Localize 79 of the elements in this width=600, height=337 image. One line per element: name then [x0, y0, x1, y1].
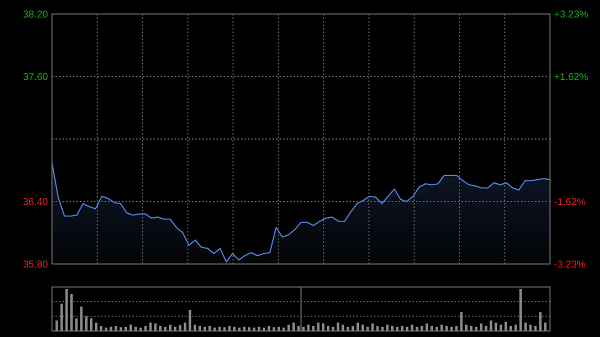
bar	[534, 326, 537, 331]
bar	[238, 328, 241, 331]
bar	[410, 324, 414, 331]
y-tick-label: 37.60	[22, 72, 48, 83]
bar	[144, 326, 147, 331]
bar	[510, 326, 512, 331]
bar	[460, 312, 463, 331]
y-tick-label: 36.40	[22, 197, 48, 208]
bar	[470, 326, 473, 331]
y2-tick-label: +1.62%	[554, 72, 588, 83]
bar	[539, 312, 542, 331]
bar	[307, 324, 310, 331]
bar	[352, 326, 354, 331]
bar	[139, 328, 142, 331]
bar	[504, 322, 508, 331]
bar	[317, 322, 320, 331]
y2-tick-label: -1.62%	[554, 197, 586, 208]
bar	[154, 323, 157, 331]
bar	[455, 326, 458, 331]
bar	[130, 324, 132, 331]
bar	[297, 326, 300, 331]
bar	[75, 318, 78, 331]
bar	[188, 310, 192, 331]
bar	[100, 326, 102, 331]
bar	[252, 328, 256, 331]
bar	[55, 320, 58, 331]
bar	[65, 289, 68, 331]
bar	[386, 324, 389, 331]
bar	[400, 326, 404, 331]
bar	[326, 326, 330, 331]
bar	[356, 322, 359, 331]
bar	[178, 325, 182, 331]
bar	[268, 326, 270, 331]
bar	[420, 326, 424, 331]
bar	[90, 318, 92, 331]
bar	[322, 323, 324, 331]
bar	[312, 326, 315, 331]
bar	[248, 327, 250, 331]
y2-tick-label: -3.23%	[554, 260, 586, 270]
bar	[208, 326, 211, 331]
bar	[159, 326, 162, 331]
y-tick-label: 38.20	[22, 10, 48, 20]
bar	[519, 289, 522, 331]
bar	[500, 324, 502, 331]
bar	[194, 324, 196, 331]
bar	[544, 322, 547, 331]
bar	[104, 328, 108, 331]
bar	[287, 324, 290, 331]
y2-tick-label: +3.23%	[554, 10, 588, 20]
bar	[292, 322, 295, 331]
bar	[484, 326, 488, 331]
bar	[440, 324, 443, 331]
bar	[198, 326, 202, 331]
bar	[342, 324, 344, 331]
bar	[371, 323, 374, 331]
bar	[114, 326, 118, 331]
bar	[213, 328, 216, 331]
bar	[494, 322, 498, 331]
bar	[361, 324, 364, 331]
bar	[480, 323, 482, 331]
bar	[228, 326, 231, 331]
bar	[94, 322, 98, 331]
bar	[514, 324, 517, 331]
bar	[426, 323, 428, 331]
bar	[282, 328, 285, 331]
bar	[149, 322, 152, 331]
bar	[524, 322, 527, 331]
y-tick-label: 35.80	[22, 260, 48, 270]
bar	[391, 326, 394, 331]
bar	[445, 326, 448, 331]
bar	[272, 327, 276, 331]
bar	[60, 304, 63, 331]
bar	[80, 306, 83, 331]
bar	[430, 326, 434, 331]
bar	[184, 322, 186, 331]
bar	[168, 324, 172, 331]
bar	[85, 316, 88, 331]
bar	[465, 324, 468, 331]
bar	[120, 327, 122, 331]
